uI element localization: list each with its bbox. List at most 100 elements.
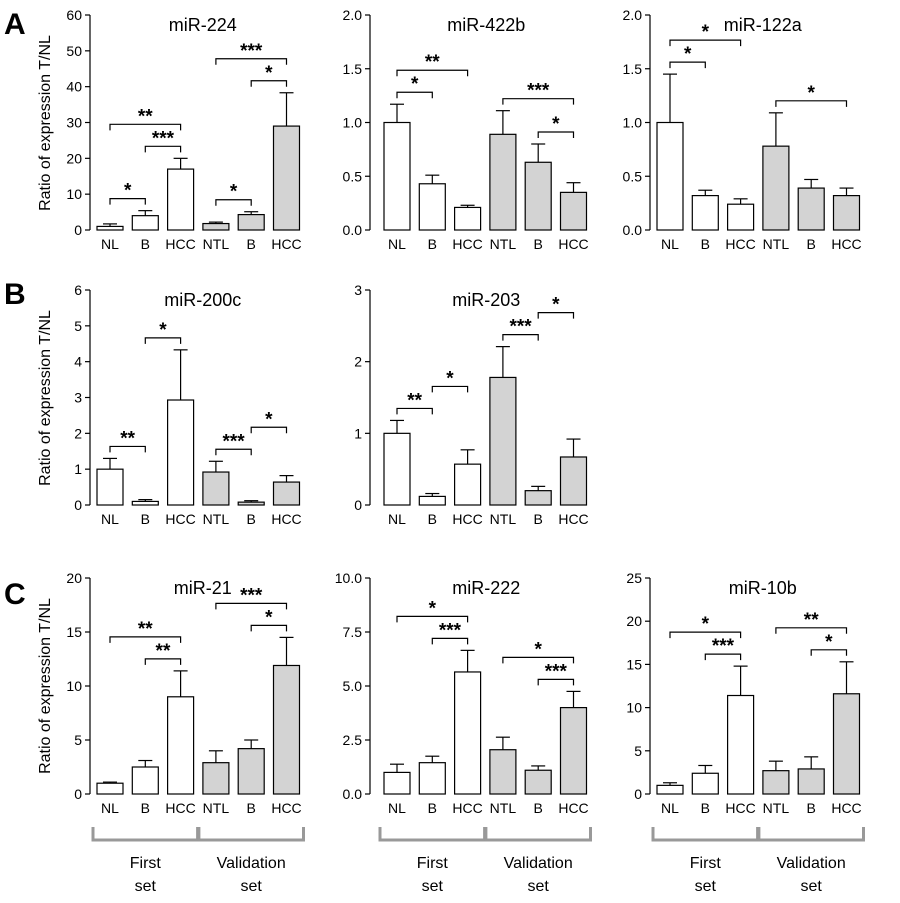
significance-bracket bbox=[396, 407, 433, 415]
x-category-label: B bbox=[701, 236, 710, 252]
bar bbox=[202, 471, 230, 506]
significance-bracket bbox=[431, 637, 469, 645]
bar bbox=[454, 671, 482, 795]
y-tick-label: 6 bbox=[74, 282, 82, 298]
group-bracket bbox=[651, 827, 760, 842]
significance-bracket bbox=[109, 123, 182, 131]
y-tick-label: 15 bbox=[626, 656, 642, 672]
significance-bracket bbox=[775, 100, 848, 107]
x-category-label: HCC bbox=[831, 236, 861, 252]
x-category-label: NTL bbox=[490, 800, 517, 816]
x-category-label: HCC bbox=[558, 236, 588, 252]
x-category-label: B bbox=[534, 511, 543, 527]
bar bbox=[383, 432, 411, 506]
y-tick-label: 15 bbox=[66, 624, 82, 640]
group-bracket bbox=[91, 827, 200, 842]
bar bbox=[489, 376, 517, 506]
y-tick-label: 2.0 bbox=[623, 7, 643, 23]
chart-title: miR-422b bbox=[447, 15, 525, 35]
y-tick-label: 5 bbox=[634, 743, 642, 759]
bar bbox=[96, 782, 124, 795]
significance-bracket bbox=[775, 627, 848, 634]
significance-bracket bbox=[109, 445, 146, 453]
significance-label: ** bbox=[156, 641, 171, 662]
group-label-line1: Validation bbox=[217, 855, 286, 872]
group-label-line2: set bbox=[528, 878, 550, 895]
bar bbox=[96, 468, 124, 506]
significance-bracket bbox=[215, 199, 252, 206]
significance-bracket bbox=[669, 631, 742, 639]
x-category-label: HCC bbox=[558, 800, 588, 816]
x-category-label: HCC bbox=[271, 800, 301, 816]
x-category-label: HCC bbox=[165, 236, 195, 252]
significance-bracket bbox=[215, 448, 252, 456]
significance-label: *** bbox=[545, 661, 568, 682]
y-tick-label: 0 bbox=[74, 222, 82, 238]
x-category-label: B bbox=[701, 800, 710, 816]
x-category-label: HCC bbox=[831, 800, 861, 816]
x-category-label: NTL bbox=[763, 800, 790, 816]
x-category-label: NTL bbox=[490, 511, 517, 527]
y-tick-label: 2.0 bbox=[343, 7, 363, 23]
x-category-label: NL bbox=[661, 236, 679, 252]
y-tick-label: 10 bbox=[66, 678, 82, 694]
x-category-label: HCC bbox=[271, 511, 301, 527]
significance-label: *** bbox=[152, 128, 175, 149]
bar bbox=[691, 772, 719, 795]
y-tick-label: 40 bbox=[66, 79, 82, 95]
significance-bracket bbox=[502, 334, 539, 341]
bar bbox=[454, 206, 482, 231]
y-axis-label-row-c: Ratio of expression T/NL bbox=[37, 598, 54, 774]
x-category-label: NTL bbox=[490, 236, 517, 252]
significance-bracket bbox=[502, 656, 575, 664]
bar bbox=[418, 762, 446, 795]
bar bbox=[272, 664, 301, 795]
significance-bracket bbox=[669, 39, 742, 47]
y-tick-label: 1 bbox=[74, 461, 82, 477]
x-category-label: NTL bbox=[203, 800, 230, 816]
significance-label: * bbox=[265, 607, 273, 628]
bar bbox=[202, 762, 230, 795]
y-tick-label: 0 bbox=[634, 786, 642, 802]
bar bbox=[559, 456, 588, 506]
bar bbox=[489, 749, 517, 795]
y-tick-label: 1.0 bbox=[623, 115, 643, 131]
bar bbox=[202, 222, 230, 231]
y-tick-label: 0.5 bbox=[623, 168, 643, 184]
significance-label: * bbox=[429, 598, 437, 619]
bar bbox=[131, 500, 159, 506]
significance-label: *** bbox=[240, 585, 263, 606]
y-tick-label: 0.0 bbox=[623, 222, 643, 238]
bar bbox=[131, 215, 159, 231]
panel-letter-a: A bbox=[4, 8, 26, 41]
chart-mir-122a: miR-122a 0.0 0.5 1.0 1.5 2.0 NL B HCC NTL B HCC * * * bbox=[623, 7, 862, 252]
y-tick-label: 10 bbox=[66, 186, 82, 202]
y-tick-label: 10.0 bbox=[335, 570, 362, 586]
y-tick-label: 20 bbox=[66, 570, 82, 586]
group-bracket bbox=[757, 827, 865, 842]
y-tick-label: 5 bbox=[74, 318, 82, 334]
significance-label: * bbox=[446, 368, 454, 389]
x-category-label: B bbox=[141, 511, 150, 527]
x-category-label: NTL bbox=[203, 236, 230, 252]
significance-label: * bbox=[702, 22, 710, 43]
x-category-label: B bbox=[247, 511, 256, 527]
bar bbox=[96, 225, 124, 231]
significance-label: *** bbox=[222, 431, 245, 452]
significance-label: * bbox=[552, 295, 560, 316]
bar bbox=[383, 771, 411, 795]
bar bbox=[691, 195, 719, 231]
group-label-line2: set bbox=[695, 878, 717, 895]
y-tick-label: 0 bbox=[354, 497, 362, 513]
significance-label: * bbox=[825, 632, 833, 653]
y-axis-label-row-a: Ratio of expression T/NL bbox=[37, 35, 54, 211]
x-category-label: B bbox=[534, 800, 543, 816]
bar bbox=[524, 490, 552, 506]
group-label-line2: set bbox=[801, 878, 823, 895]
significance-label: ** bbox=[138, 106, 153, 127]
significance-bracket bbox=[144, 145, 182, 153]
group-brackets: First set Validation set First set Validation s… bbox=[91, 827, 865, 895]
